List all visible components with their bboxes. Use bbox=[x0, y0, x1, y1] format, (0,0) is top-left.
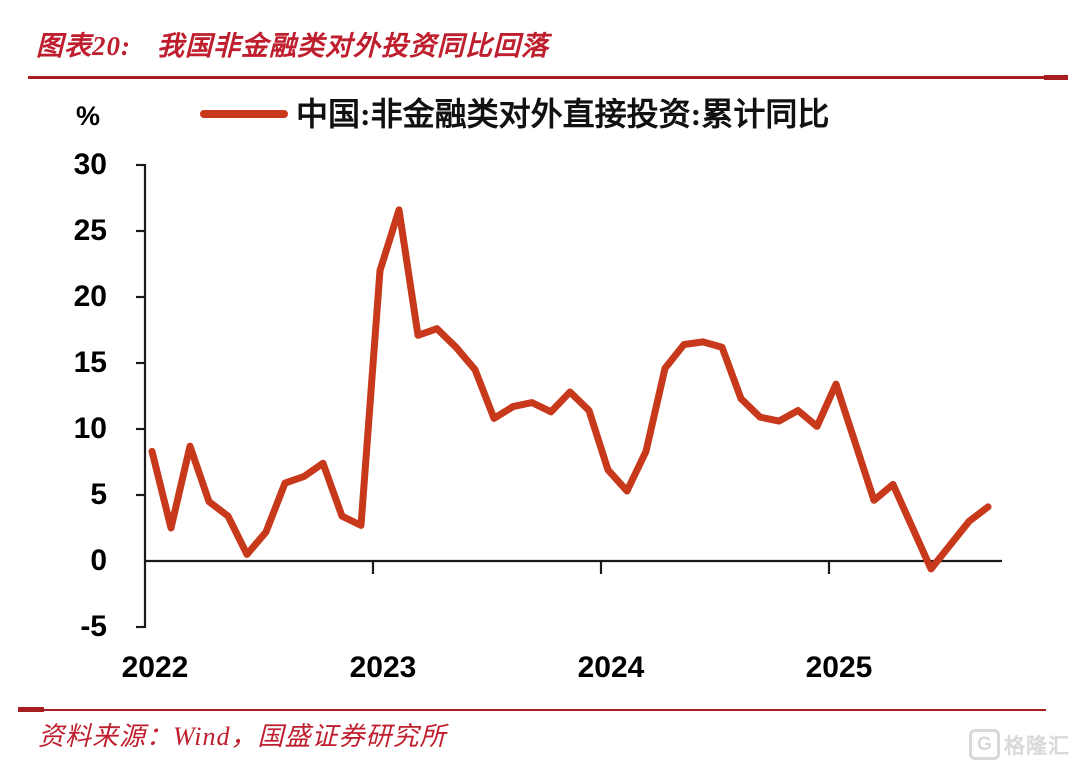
legend-line-swatch bbox=[200, 110, 288, 118]
y-tick-label-30: 30 bbox=[73, 148, 107, 181]
top-divider-cap bbox=[1044, 75, 1068, 80]
source-note: 资料来源：Wind，国盛证券研究所 bbox=[38, 722, 447, 751]
x-tick-label-2022: 2022 bbox=[121, 651, 189, 684]
bottom-divider-cap bbox=[18, 707, 44, 712]
y-tick-label-20: 20 bbox=[73, 280, 107, 313]
watermark-label: 格隆汇 bbox=[1004, 734, 1070, 758]
watermark: G 格隆汇 bbox=[969, 729, 1070, 760]
legend-label: 中国:非金融类对外直接投资:累计同比 bbox=[296, 96, 830, 132]
chart-title-text: 我国非金融类对外投资同比回落 bbox=[157, 31, 549, 61]
y-tick-label-10: 10 bbox=[73, 412, 107, 445]
chart-title-prefix: 图表20: bbox=[36, 31, 131, 61]
y-tick-label-15: 15 bbox=[73, 346, 107, 379]
y-axis-unit-label: % bbox=[75, 101, 100, 131]
x-tick-label-2023: 2023 bbox=[349, 651, 417, 684]
x-tick-label-2025: 2025 bbox=[805, 651, 873, 684]
series-line bbox=[148, 206, 992, 573]
gelonghui-logo-icon: G bbox=[969, 729, 1000, 760]
y-tick-label-0: 0 bbox=[90, 544, 107, 577]
chart-title: 图表20: 我国非金融类对外投资同比回落 bbox=[36, 24, 549, 63]
y-tick-label-5: 5 bbox=[90, 478, 107, 511]
top-divider bbox=[28, 76, 1046, 79]
bottom-divider bbox=[44, 709, 1046, 711]
x-tick-label-2024: 2024 bbox=[577, 651, 645, 684]
axes bbox=[136, 163, 1002, 629]
y-tick-label--5: -5 bbox=[80, 610, 107, 643]
y-tick-label-25: 25 bbox=[73, 214, 107, 247]
